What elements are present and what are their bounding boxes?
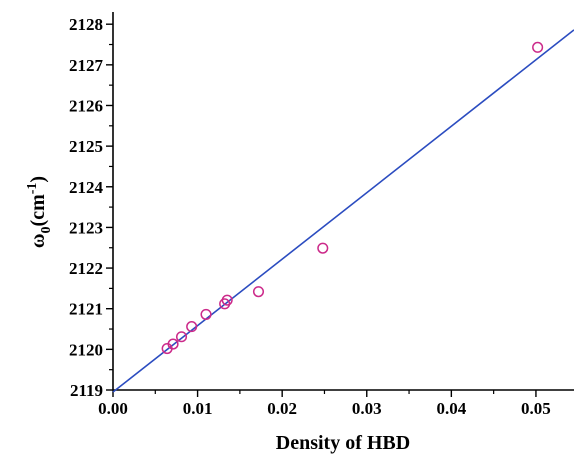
y-axis-label-superscript: -1	[25, 183, 40, 195]
x-tick-label: 0.01	[183, 399, 213, 418]
ticks: 0.00 0.01 0.02 0.03 0.04 0.05 2119 2120 2121 2122…	[69, 15, 551, 418]
x-tick-label: 0.04	[436, 399, 466, 418]
y-tick-label: 2128	[69, 15, 103, 34]
y-tick-label: 2121	[69, 300, 103, 319]
axes	[112, 12, 574, 391]
data-point	[252, 286, 265, 298]
y-tick-label: 2124	[69, 178, 104, 197]
data-point	[532, 41, 544, 53]
x-axis-label: Density of HBD	[276, 432, 410, 454]
y-axis-label-symbol: ω	[27, 233, 49, 248]
data-point	[317, 242, 329, 254]
y-tick-label: 2126	[69, 96, 103, 115]
x-tick-label: 0.00	[98, 399, 128, 418]
data-point	[175, 331, 188, 343]
y-axis-label-subscript: 0	[39, 226, 54, 233]
y-tick-label: 2119	[70, 381, 103, 400]
y-tick-label: 2122	[69, 259, 103, 278]
y-axis-label-unit-open: (cm	[27, 194, 49, 227]
x-tick-label: 0.05	[521, 399, 551, 418]
y-tick-label: 2120	[69, 340, 103, 359]
data-point	[186, 321, 198, 333]
data-point	[200, 308, 212, 320]
data-points	[161, 41, 544, 355]
y-tick-label: 2123	[69, 218, 103, 237]
y-tick-label: 2125	[69, 137, 103, 156]
y-axis-label: ω0(cm-1)	[25, 176, 54, 248]
y-axis-label-unit-close: )	[27, 176, 49, 183]
y-tick-label: 2127	[69, 56, 104, 75]
x-tick-label: 0.02	[267, 399, 297, 418]
fit-line	[112, 29, 574, 393]
data-point	[167, 338, 179, 350]
x-tick-label: 0.03	[352, 399, 382, 418]
data-point	[221, 294, 233, 306]
fit-line-group	[112, 29, 574, 393]
